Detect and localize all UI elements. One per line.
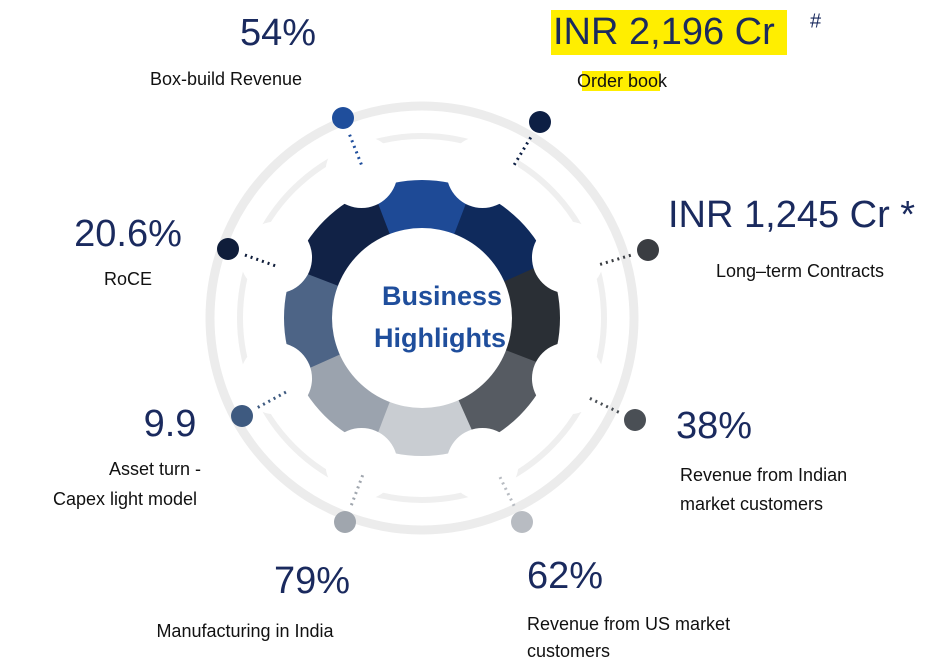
dot xyxy=(231,405,253,427)
dot xyxy=(529,111,551,133)
gear-segment xyxy=(293,189,391,287)
label: Asset turn - xyxy=(109,459,201,479)
label: Box-build Revenue xyxy=(150,69,302,89)
gear-segment xyxy=(365,180,479,238)
gear-notch xyxy=(531,221,604,294)
value: 54% xyxy=(240,12,316,54)
label: customers xyxy=(527,641,610,661)
gear-notch xyxy=(325,427,398,500)
center-disc xyxy=(332,228,512,408)
gear xyxy=(240,136,604,500)
note: # xyxy=(810,10,822,32)
value: 20.6% xyxy=(74,213,182,255)
gear-notch xyxy=(240,342,313,415)
center-title: Highlights xyxy=(374,323,506,353)
gear-segment xyxy=(453,349,551,447)
label: Order book xyxy=(577,71,668,91)
label: market customers xyxy=(680,494,823,514)
highlight xyxy=(582,71,660,91)
gear-segment xyxy=(284,261,342,375)
dot xyxy=(624,409,646,431)
gear-notch xyxy=(531,342,604,415)
gear-notch xyxy=(446,136,519,209)
highlight xyxy=(551,10,787,55)
value: 62% xyxy=(527,555,603,597)
label: Long–term Contracts xyxy=(716,261,884,281)
label: Revenue from US market xyxy=(527,614,730,634)
label: Capex light model xyxy=(53,489,197,509)
inner-ring xyxy=(237,133,607,503)
label: Revenue from Indian xyxy=(680,465,847,485)
center-title: Business xyxy=(382,281,502,311)
gear-notch xyxy=(240,221,313,294)
gear-segment xyxy=(293,349,391,447)
value: 79% xyxy=(274,560,350,602)
value: INR 1,245 Cr * xyxy=(668,194,915,236)
gear-notch xyxy=(325,136,398,209)
gear-notch xyxy=(446,427,519,500)
dot xyxy=(637,239,659,261)
dot xyxy=(334,511,356,533)
label: RoCE xyxy=(104,269,152,289)
dot xyxy=(511,511,533,533)
value: INR 2,196 Cr xyxy=(553,11,775,53)
value: 9.9 xyxy=(144,403,197,445)
dot xyxy=(217,238,239,260)
gear-segment xyxy=(453,189,551,287)
gear-segment xyxy=(365,398,479,457)
gear-segment xyxy=(502,261,560,375)
outer-ring xyxy=(205,101,639,535)
label: Manufacturing in India xyxy=(156,621,334,641)
value: 38% xyxy=(676,405,752,447)
dot xyxy=(332,107,354,129)
